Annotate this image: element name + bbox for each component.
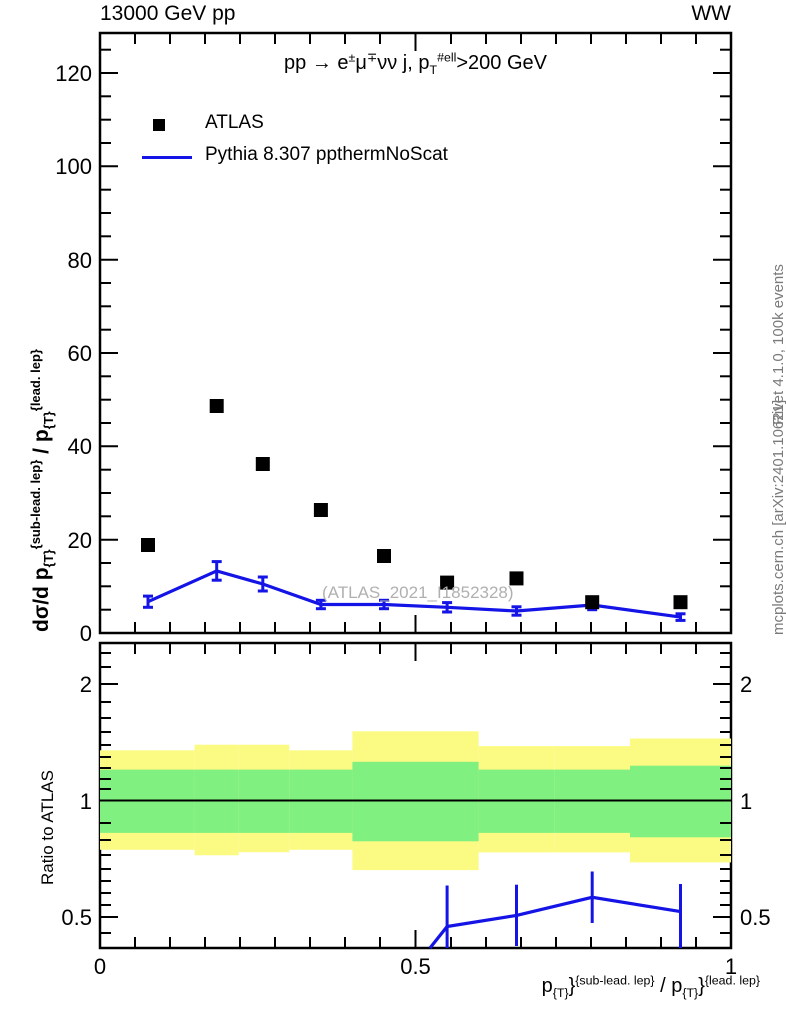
plot-title-charge-2: ∓ xyxy=(366,50,378,65)
ratio-mc-errorbars xyxy=(445,871,682,948)
legend-marker-square-icon xyxy=(140,110,196,140)
ratio-tick-2-left: 2 xyxy=(80,672,92,697)
header-process-label: WW xyxy=(691,2,731,25)
y-tick-20: 20 xyxy=(68,528,92,553)
data-point-marker xyxy=(440,575,455,590)
y-tick-0: 0 xyxy=(80,621,92,646)
data-point-marker xyxy=(673,595,688,610)
data-point-marker xyxy=(377,549,391,563)
x-axis-label-mid: / p xyxy=(654,975,683,997)
plot-title-mu: μ xyxy=(355,52,367,74)
x-ticklabels: 0 0.5 1 xyxy=(94,954,737,979)
x-tick-0: 0 xyxy=(94,954,106,979)
main-y-ticks xyxy=(100,48,731,634)
ratio-y-ticks xyxy=(100,652,731,934)
data-point-marker xyxy=(141,538,155,552)
mcplots-source-caption: mcplots.cern.ch [arXiv:2401.10621] xyxy=(770,399,786,635)
atlas-data-markers xyxy=(141,399,688,610)
y-tick-100: 100 xyxy=(55,154,92,179)
header-beam-label: 13000 GeV pp xyxy=(100,2,236,25)
x-axis-label-sub1: {T} xyxy=(552,986,569,1000)
ratio-band-inner xyxy=(100,761,731,842)
data-point-marker xyxy=(209,399,224,413)
y-tick-120: 120 xyxy=(55,61,92,86)
y-axis-label-sub: {T} xyxy=(41,549,57,568)
ratio-tick-05-left: 0.5 xyxy=(61,905,92,930)
ratio-tick-1-left: 1 xyxy=(80,789,92,814)
plot-title-pt-sub: T xyxy=(429,63,438,77)
plot-title-prefix: pp → e xyxy=(284,52,349,74)
y-axis-label-sup2: {lead. lep} xyxy=(28,349,43,412)
data-point-marker xyxy=(313,503,328,517)
x-axis-label-sup2: {lead. lep} xyxy=(704,973,760,988)
x-tick-1: 1 xyxy=(725,954,737,979)
x-axis-label: p{T}}{sub-lead. lep} / p{T}}{lead. lep} xyxy=(541,973,760,1000)
plot-title-pt-sup: #ell xyxy=(437,50,457,65)
data-point-marker xyxy=(255,457,270,471)
y-axis-label-sub2: {T} xyxy=(41,411,57,430)
plot-title-charge-1: ± xyxy=(348,50,356,65)
x-axis-label-sup1: {sub-lead. lep} xyxy=(575,973,655,988)
x-tick-05: 0.5 xyxy=(400,954,431,979)
ratio-tick-1-right: 1 xyxy=(740,789,752,814)
plot-title-cut: >200 GeV xyxy=(456,52,547,74)
y-axis-label-main: dσ/d p{T}{sub-lead. lep} / p{T}{lead. le… xyxy=(28,349,57,632)
main-y-ticklabels: 0 20 40 60 80 100 120 xyxy=(55,61,92,646)
x-axis-label-sub2: {T} xyxy=(682,986,699,1000)
data-point-marker xyxy=(585,595,600,610)
y-axis-label-sup1: {sub-lead. lep} xyxy=(28,459,43,550)
ratio-y-ticklabels: 2 1 0.5 2 1 0.5 xyxy=(61,672,770,930)
ratio-x-ticks xyxy=(99,643,732,948)
legend-line-icon xyxy=(140,142,196,172)
ratio-tick-2-right: 2 xyxy=(740,672,752,697)
y-axis-label-ratio: Ratio to ATLAS xyxy=(38,770,57,885)
main-x-ticks xyxy=(99,33,732,633)
x-axis-label-a: p xyxy=(541,975,553,997)
plot-title: pp → e±μ∓νν j, pT#ell>200 GeV xyxy=(100,50,731,77)
legend-label-atlas: ATLAS xyxy=(205,112,264,133)
y-tick-40: 40 xyxy=(68,434,92,459)
y-axis-label-mid: / p xyxy=(30,429,53,460)
data-point-marker xyxy=(509,571,524,586)
y-tick-80: 80 xyxy=(68,248,92,273)
analysis-watermark: (ATLAS_2021_I1852328) xyxy=(322,583,514,602)
y-tick-60: 60 xyxy=(68,341,92,366)
legend-label-pythia: Pythia 8.307 ppthermNoScat xyxy=(205,144,448,165)
plot-title-neutrinos: νν j, p xyxy=(377,52,430,74)
ratio-tick-05-right: 0.5 xyxy=(740,905,771,930)
y-axis-label-a: dσ/d p xyxy=(30,567,53,632)
